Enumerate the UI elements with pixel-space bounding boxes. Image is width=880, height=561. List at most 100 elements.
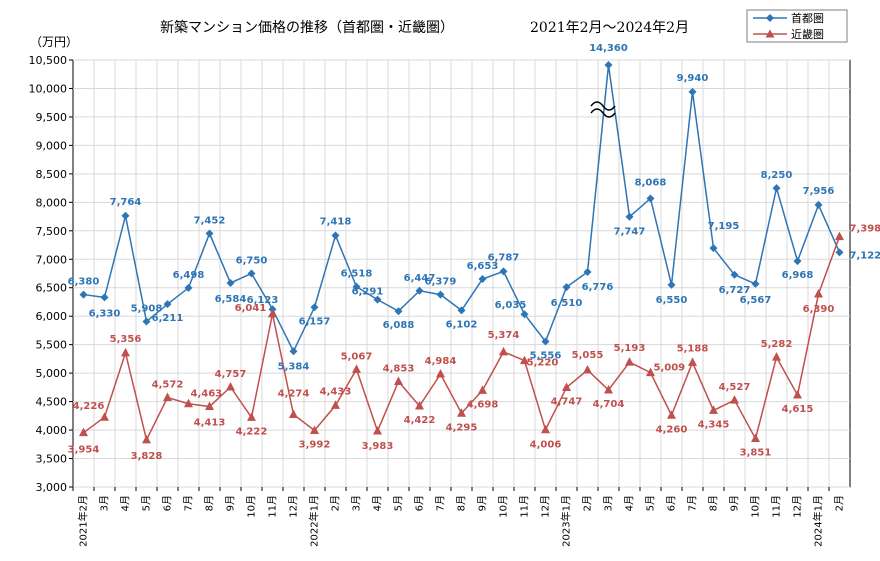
data-point-shutoken [625, 212, 634, 221]
data-point-shutoken [436, 290, 445, 299]
y-tick-label: 8,500 [36, 168, 68, 181]
data-label-kinki: 4,572 [152, 380, 184, 391]
data-label-kinki: 5,356 [110, 334, 142, 345]
data-label-kinki: 4,295 [446, 422, 478, 433]
y-tick-label: 5,000 [36, 367, 68, 380]
x-tick-label: 9月 [729, 495, 741, 511]
x-tick-label: 11月 [267, 495, 279, 518]
x-tick-label: 2024年1月 [812, 495, 825, 547]
data-point-kinki [268, 308, 277, 318]
x-tick-label: 12月 [792, 495, 804, 518]
data-label-shutoken: 7,195 [708, 221, 740, 232]
data-point-shutoken [709, 244, 718, 253]
data-point-shutoken [310, 303, 319, 312]
data-point-kinki [562, 382, 571, 392]
data-label-kinki: 4,984 [425, 356, 457, 367]
legend: 首都圏 近畿圏 [746, 9, 848, 43]
data-point-kinki [373, 426, 382, 435]
y-tick-label: 9,000 [36, 139, 68, 152]
x-tick-label: 8月 [204, 495, 216, 511]
y-tick-label: 4,500 [36, 396, 68, 409]
data-label-shutoken: 5,556 [530, 350, 562, 361]
data-label-shutoken: 6,510 [551, 298, 583, 309]
x-tick-label: 3月 [603, 495, 615, 511]
data-label-kinki: 4,698 [467, 399, 499, 410]
data-point-kinki [814, 288, 823, 298]
data-label-shutoken: 6,088 [383, 320, 415, 331]
x-tick-label: 6月 [162, 495, 174, 511]
y-tick-label: 10,000 [29, 82, 68, 95]
y-tick-label: 4,000 [36, 424, 68, 437]
data-point-shutoken [520, 310, 529, 319]
data-point-kinki [394, 376, 403, 386]
data-label-kinki: 4,345 [698, 419, 730, 430]
data-label-kinki: 3,828 [131, 451, 163, 462]
data-label-shutoken: 7,122 [850, 250, 880, 261]
x-tick-label: 2021年2月 [77, 495, 90, 547]
data-point-kinki [247, 412, 256, 421]
data-point-kinki [184, 398, 193, 408]
x-tick-label: 2022年1月 [308, 495, 321, 547]
data-point-shutoken [646, 194, 655, 203]
x-tick-label: 7月 [183, 495, 195, 511]
data-point-kinki [625, 357, 634, 366]
data-point-kinki [436, 369, 445, 378]
data-label-kinki: 3,954 [68, 445, 100, 456]
data-label-shutoken: 6,968 [782, 270, 814, 281]
data-point-kinki [667, 410, 676, 419]
data-point-kinki [478, 385, 487, 394]
data-label-shutoken: 6,776 [582, 282, 614, 293]
x-tick-label: 7月 [435, 495, 447, 511]
legend-box [746, 9, 848, 43]
data-point-shutoken [751, 279, 760, 288]
x-tick-label: 3月 [99, 495, 111, 511]
x-tick-label: 10月 [750, 495, 762, 518]
data-label-shutoken: 9,940 [677, 73, 709, 84]
data-point-shutoken [604, 61, 613, 69]
data-point-kinki [205, 401, 214, 411]
data-label-shutoken: 6,123 [247, 295, 279, 306]
data-label-kinki: 6,390 [803, 304, 835, 315]
x-tick-label: 2023年1月 [560, 495, 573, 547]
data-point-shutoken [835, 248, 844, 257]
data-label-shutoken: 6,584 [215, 294, 247, 305]
data-point-kinki [163, 392, 172, 402]
x-tick-label: 9月 [225, 495, 237, 511]
x-tick-label: 11月 [519, 495, 531, 518]
data-label-shutoken: 6,727 [719, 285, 751, 296]
x-tick-label: 2月 [582, 495, 594, 511]
data-point-kinki [142, 434, 151, 444]
data-label-kinki: 4,413 [194, 418, 226, 429]
data-point-shutoken [163, 300, 172, 309]
data-point-shutoken [289, 347, 298, 356]
data-label-shutoken: 6,550 [656, 295, 688, 306]
data-label-shutoken: 6,653 [467, 261, 499, 272]
chart-title: 新築マンション価格の推移（首都圏・近畿圏） [160, 20, 454, 36]
data-point-kinki [730, 395, 739, 404]
x-tick-label: 6月 [666, 495, 678, 511]
data-label-kinki: 5,220 [527, 358, 559, 369]
data-label-shutoken: 5,908 [131, 303, 163, 314]
data-label-kinki: 4,006 [530, 440, 562, 451]
data-label-shutoken: 7,956 [803, 186, 835, 197]
data-label-kinki: 4,274 [278, 388, 310, 399]
grid [72, 59, 851, 488]
data-point-kinki [121, 347, 130, 357]
data-point-shutoken [541, 337, 550, 346]
data-point-shutoken [730, 270, 739, 279]
data-label-shutoken: 6,518 [341, 269, 373, 280]
data-point-shutoken [814, 200, 823, 209]
legend-marker-shutoken [766, 14, 774, 22]
y-axis: 3,000 3,500 4,000 4,500 5,000 5,500 6,000 6,500… [29, 54, 73, 494]
data-point-kinki [751, 433, 760, 443]
data-label-kinki: 4,433 [320, 386, 352, 397]
y-tick-label: 7,000 [36, 253, 68, 266]
data-point-kinki [352, 364, 361, 373]
data-label-kinki: 4,260 [656, 424, 688, 435]
x-tick-label: 6月 [414, 495, 426, 511]
x-tick-label: 8月 [456, 495, 468, 511]
data-point-kinki [772, 352, 781, 361]
data-point-shutoken [331, 231, 340, 240]
data-label-kinki: 5,067 [341, 351, 373, 362]
